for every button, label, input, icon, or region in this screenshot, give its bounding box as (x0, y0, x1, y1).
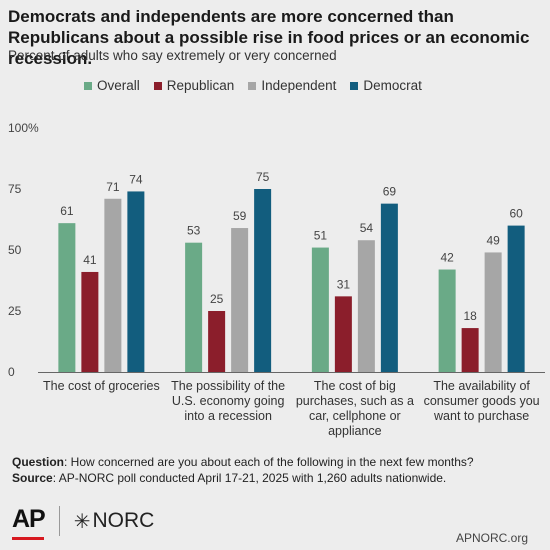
ap-logo: AP (12, 504, 46, 540)
legend-item-republican: Republican (153, 78, 235, 93)
bar (254, 189, 272, 372)
y-tick-label: 50 (8, 243, 22, 257)
legend-item-democrat: Democrat (350, 78, 422, 93)
legend: Overall Republican Independent Democrat (84, 78, 422, 93)
question-text: : How concerned are you about each of th… (64, 455, 474, 469)
data-label: 61 (60, 204, 74, 218)
data-label: 74 (129, 172, 143, 186)
data-label: 60 (509, 207, 523, 221)
footer: Question: How concerned are you about ea… (12, 454, 538, 486)
ap-logo-underline (12, 536, 44, 540)
norc-logo-text: NORC (92, 509, 155, 532)
legend-item-overall: Overall (84, 78, 140, 93)
category-label: The availability of consumer goods you wan… (424, 379, 540, 423)
source-line: Source: AP-NORC poll conducted April 17-… (12, 470, 538, 486)
source-text: : AP-NORC poll conducted April 17-21, 20… (52, 471, 447, 485)
data-label: 18 (463, 309, 477, 323)
bar (208, 311, 226, 372)
y-tick-label: 100% (8, 121, 39, 135)
question-label: Question (12, 455, 65, 469)
data-label: 54 (360, 221, 374, 235)
category-label: The cost of groceries (43, 379, 160, 393)
logos: AP ✳ NORC (12, 504, 155, 540)
bar (507, 225, 525, 372)
bar (104, 198, 122, 372)
category-label-line: appliance (328, 424, 382, 438)
category-label: The cost of big purchases, such as a car, … (296, 379, 414, 438)
category-label-line: purchases, such as a (296, 394, 414, 408)
bar (334, 296, 352, 372)
data-label: 49 (486, 233, 500, 247)
data-label: 53 (187, 224, 201, 238)
legend-item-independent: Independent (248, 78, 336, 93)
category-label-line: U.S. economy going (172, 394, 285, 408)
data-label: 51 (314, 229, 328, 243)
data-label: 41 (83, 253, 97, 267)
legend-label: Republican (166, 78, 235, 93)
data-label: 42 (440, 251, 454, 265)
bar (81, 271, 99, 372)
y-tick-label: 75 (8, 182, 22, 196)
category-label: The possibility of the U.S. economy going… (171, 379, 285, 423)
ap-logo-text: AP (12, 504, 46, 533)
category-label-line: The cost of big (314, 379, 396, 393)
legend-swatch (84, 81, 92, 90)
norc-logo: ✳ NORC (74, 509, 155, 534)
data-label: 69 (383, 185, 397, 199)
legend-label: Democrat (363, 78, 422, 93)
norc-star-icon: ✳ (73, 510, 91, 533)
bar (311, 247, 329, 372)
source-url: APNORC.org (455, 531, 528, 545)
bar (127, 191, 145, 372)
bar (380, 203, 398, 372)
legend-swatch (248, 81, 257, 90)
source-label: Source (12, 471, 53, 485)
bar (231, 228, 249, 372)
bar (185, 242, 203, 372)
chart-subtitle: Percent of adults who say extremely or v… (8, 48, 337, 63)
legend-label: Independent (261, 78, 337, 93)
bar-chart: 0 25 50 75 100% 61 41 71 74 The cost of groceries… (8, 121, 545, 438)
category-label-line: The cost of groceries (43, 379, 160, 393)
category-label-line: The availability of (433, 379, 530, 393)
legend-swatch (153, 81, 162, 90)
category-label-line: The possibility of the (171, 379, 285, 393)
legend-swatch (350, 81, 359, 90)
data-label: 71 (106, 180, 120, 194)
category-label-line: car, cellphone or (309, 409, 401, 423)
question-line: Question: How concerned are you about ea… (12, 454, 538, 470)
y-tick-label: 25 (8, 304, 22, 318)
category-label-line: want to purchase (433, 409, 529, 423)
bar (357, 240, 375, 372)
logo-divider (58, 506, 60, 536)
data-label: 31 (337, 277, 351, 291)
data-label: 59 (233, 209, 247, 223)
category-label-line: into a recession (184, 409, 272, 423)
bar (58, 223, 76, 372)
data-label: 25 (210, 292, 224, 306)
bar (461, 328, 479, 372)
legend-label: Overall (97, 78, 140, 93)
data-label: 75 (256, 170, 270, 184)
bar (484, 252, 502, 372)
bar (438, 269, 456, 372)
chart-title: Democrats and independents are more conc… (8, 7, 530, 68)
y-tick-label: 0 (8, 365, 15, 379)
category-label-line: consumer goods you (424, 394, 540, 408)
